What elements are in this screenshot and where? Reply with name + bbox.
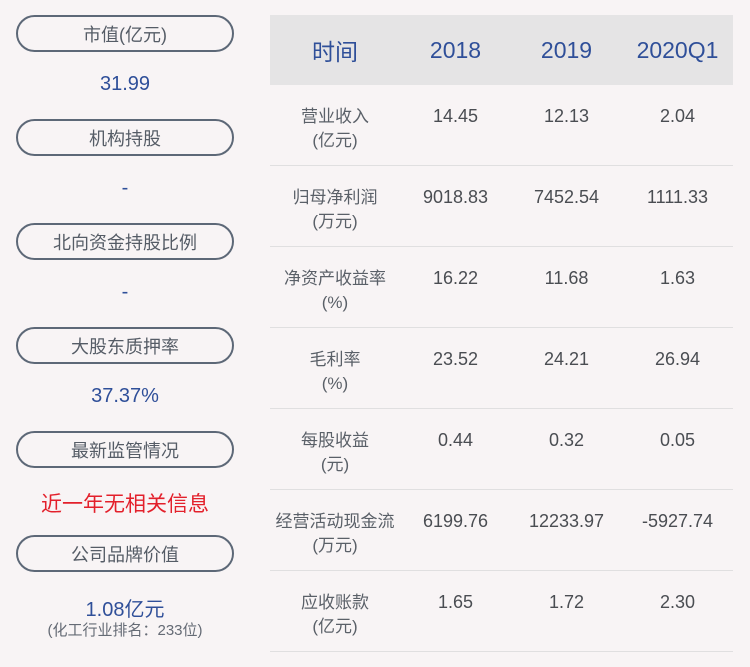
- table-header: 时间 2018 2019 2020Q1: [270, 15, 733, 85]
- brand-value-rank: (化工行业排名：233位): [47, 622, 203, 639]
- cell: 1.65: [437, 592, 474, 612]
- cell: -5927.74: [641, 511, 714, 531]
- table-row: 毛利率 (%) 23.52 24.21 26.94: [270, 328, 733, 409]
- cell: 12233.97: [528, 511, 605, 531]
- northbound-holding-label: 北向资金持股比例: [16, 223, 234, 260]
- cell: 23.52: [432, 349, 479, 369]
- cell: 6199.76: [422, 511, 489, 531]
- cell: 7452.54: [533, 187, 600, 207]
- table-row: 应收账款 (亿元) 1.65 1.72 2.30: [270, 571, 733, 652]
- row-label: 每股收益 (元): [301, 431, 369, 474]
- brand-value-value: 1.08亿元: [85, 599, 165, 621]
- cell: 12.13: [543, 106, 590, 126]
- row-label: 营业收入 (亿元): [301, 107, 369, 150]
- table-row: 归母净利润 (万元) 9018.83 7452.54 1111.33: [270, 166, 733, 247]
- cell: 1.72: [548, 592, 585, 612]
- cell: 1111.33: [646, 187, 709, 207]
- row-label: 经营活动现金流 (万元): [275, 512, 395, 555]
- table-row: 经营活动现金流 (万元) 6199.76 12233.97 -5927.74: [270, 490, 733, 571]
- market-cap-value: 31.99: [99, 73, 151, 95]
- cell: 2.30: [659, 592, 696, 612]
- cell: 2.04: [659, 106, 696, 126]
- table-row: 净资产收益率 (%) 16.22 11.68 1.63: [270, 247, 733, 328]
- regulatory-status-label: 最新监管情况: [16, 431, 234, 468]
- header-2019: 2019: [540, 36, 593, 63]
- table-row: 每股收益 (元) 0.44 0.32 0.05: [270, 409, 733, 490]
- market-cap-label: 市值(亿元): [16, 15, 234, 52]
- row-label: 毛利率 (%): [309, 350, 361, 393]
- cell: 0.44: [437, 430, 474, 450]
- table-row: 营业收入 (亿元) 14.45 12.13 2.04: [270, 85, 733, 166]
- cell: 9018.83: [422, 187, 489, 207]
- regulatory-status-value: 近一年无相关信息: [41, 493, 209, 516]
- row-label: 应收账款 (亿元): [301, 593, 369, 636]
- pledge-ratio-label: 大股东质押率: [16, 327, 234, 364]
- header-2018: 2018: [429, 36, 482, 63]
- northbound-holding-value: -: [121, 281, 129, 303]
- row-label: 归母净利润 (万元): [292, 188, 378, 231]
- cell: 14.45: [432, 106, 479, 126]
- row-label: 净资产收益率 (%): [284, 269, 386, 312]
- cell: 16.22: [432, 268, 479, 288]
- header-time: 时间: [312, 39, 358, 65]
- cell: 11.68: [544, 268, 589, 288]
- cell: 1.63: [659, 268, 696, 288]
- cell: 0.05: [659, 430, 696, 450]
- institutional-holding-value: -: [121, 177, 129, 199]
- cell: 24.21: [543, 349, 590, 369]
- cell: 0.32: [548, 430, 585, 450]
- financial-table: 时间 2018 2019 2020Q1 营业收入 (亿元) 14.45 12.13…: [270, 15, 733, 652]
- brand-value-label: 公司品牌价值: [16, 535, 234, 572]
- cell: 26.94: [654, 349, 701, 369]
- pledge-ratio-value: 37.37%: [91, 385, 159, 407]
- institutional-holding-label: 机构持股: [16, 119, 234, 156]
- header-2020q1: 2020Q1: [636, 36, 719, 63]
